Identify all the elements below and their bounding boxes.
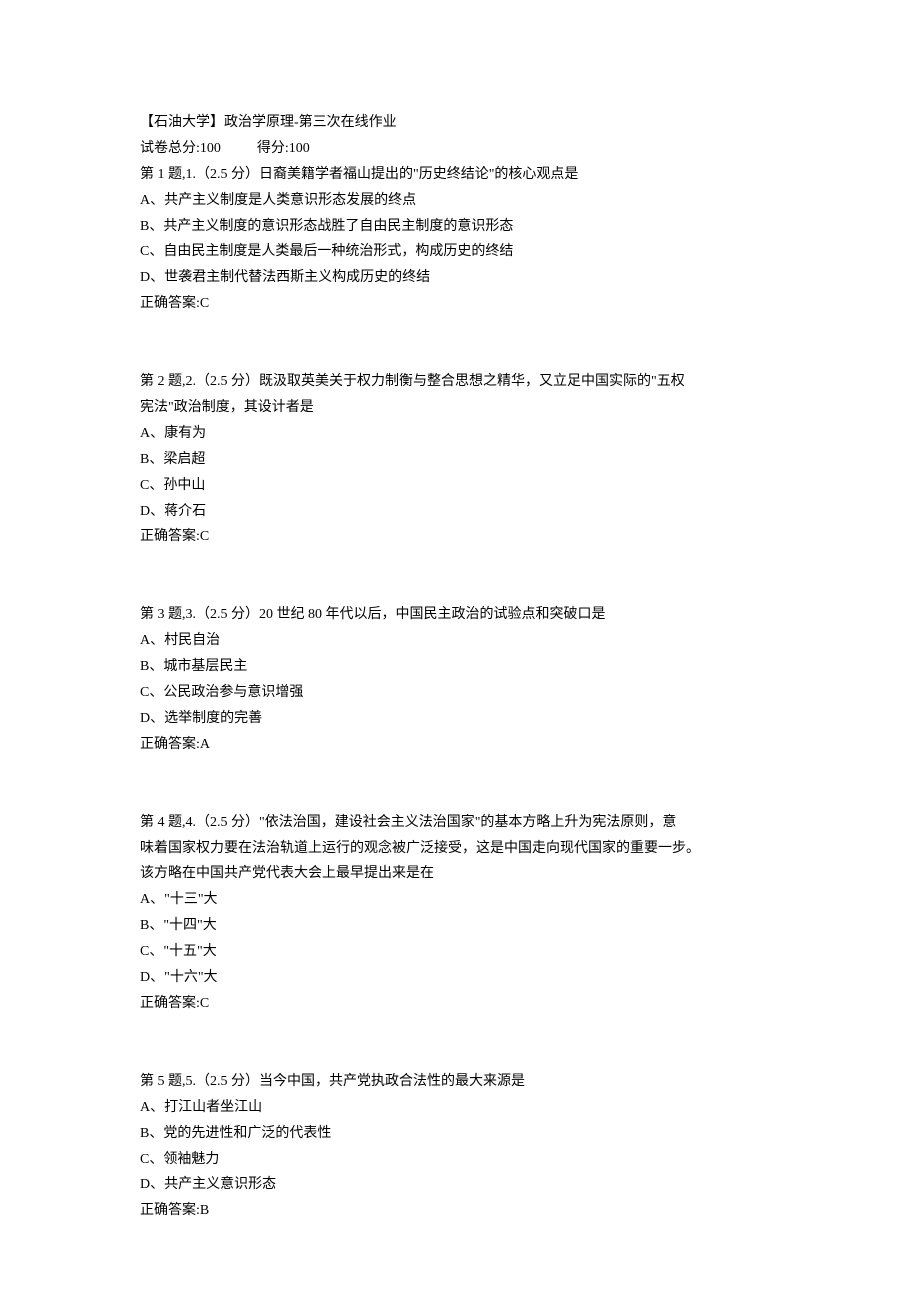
question-prompt: 第 1 题,1.（2.5 分）日裔美籍学者福山提出的"历史终结论"的核心观点是 bbox=[140, 162, 780, 188]
question-answer: 正确答案:B bbox=[140, 1198, 780, 1224]
question-option: B、党的先进性和广泛的代表性 bbox=[140, 1121, 780, 1147]
exam-title: 【石油大学】政治学原理-第三次在线作业 bbox=[140, 110, 780, 136]
question-prompt: 第 3 题,3.（2.5 分）20 世纪 80 年代以后，中国民主政治的试验点和… bbox=[140, 602, 780, 628]
score-line: 试卷总分:100 得分:100 bbox=[140, 136, 780, 162]
question-2: 第 2 题,2.（2.5 分）既汲取英美关于权力制衡与整合思想之精华，又立足中国… bbox=[140, 369, 780, 550]
question-3: 第 3 题,3.（2.5 分）20 世纪 80 年代以后，中国民主政治的试验点和… bbox=[140, 602, 780, 757]
question-answer: 正确答案:C bbox=[140, 524, 780, 550]
question-option: B、梁启超 bbox=[140, 447, 780, 473]
question-1: 第 1 题,1.（2.5 分）日裔美籍学者福山提出的"历史终结论"的核心观点是 … bbox=[140, 162, 780, 317]
question-prompt: 第 4 题,4.（2.5 分）"依法治国，建设社会主义法治国家"的基本方略上升为… bbox=[140, 810, 780, 836]
question-5: 第 5 题,5.（2.5 分）当今中国，共产党执政合法性的最大来源是 A、打江山… bbox=[140, 1069, 780, 1224]
question-option: C、公民政治参与意识增强 bbox=[140, 680, 780, 706]
question-prompt-cont: 味着国家权力要在法治轨道上运行的观念被广泛接受，这是中国走向现代国家的重要一步。 bbox=[140, 836, 780, 862]
question-option: D、世袭君主制代替法西斯主义构成历史的终结 bbox=[140, 265, 780, 291]
question-answer: 正确答案:C bbox=[140, 291, 780, 317]
question-option: D、"十六"大 bbox=[140, 965, 780, 991]
question-prompt: 第 2 题,2.（2.5 分）既汲取英美关于权力制衡与整合思想之精华，又立足中国… bbox=[140, 369, 780, 395]
question-option: D、蒋介石 bbox=[140, 499, 780, 525]
question-option: B、"十四"大 bbox=[140, 913, 780, 939]
question-prompt-cont: 该方略在中国共产党代表大会上最早提出来是在 bbox=[140, 861, 780, 887]
question-option: D、共产主义意识形态 bbox=[140, 1172, 780, 1198]
question-option: C、"十五"大 bbox=[140, 939, 780, 965]
question-option: C、孙中山 bbox=[140, 473, 780, 499]
question-option: A、村民自治 bbox=[140, 628, 780, 654]
question-option: A、"十三"大 bbox=[140, 887, 780, 913]
total-score: 试卷总分:100 bbox=[140, 136, 221, 162]
question-option: D、选举制度的完善 bbox=[140, 706, 780, 732]
question-option: A、康有为 bbox=[140, 421, 780, 447]
question-4: 第 4 题,4.（2.5 分）"依法治国，建设社会主义法治国家"的基本方略上升为… bbox=[140, 810, 780, 1017]
question-prompt-cont: 宪法"政治制度，其设计者是 bbox=[140, 395, 780, 421]
question-option: C、领袖魅力 bbox=[140, 1147, 780, 1173]
question-option: A、共产主义制度是人类意识形态发展的终点 bbox=[140, 188, 780, 214]
question-prompt: 第 5 题,5.（2.5 分）当今中国，共产党执政合法性的最大来源是 bbox=[140, 1069, 780, 1095]
question-option: A、打江山者坐江山 bbox=[140, 1095, 780, 1121]
question-answer: 正确答案:C bbox=[140, 991, 780, 1017]
question-option: C、自由民主制度是人类最后一种统治形式，构成历史的终结 bbox=[140, 239, 780, 265]
obtained-score: 得分:100 bbox=[257, 136, 310, 162]
question-option: B、共产主义制度的意识形态战胜了自由民主制度的意识形态 bbox=[140, 214, 780, 240]
question-answer: 正确答案:A bbox=[140, 732, 780, 758]
question-option: B、城市基层民主 bbox=[140, 654, 780, 680]
